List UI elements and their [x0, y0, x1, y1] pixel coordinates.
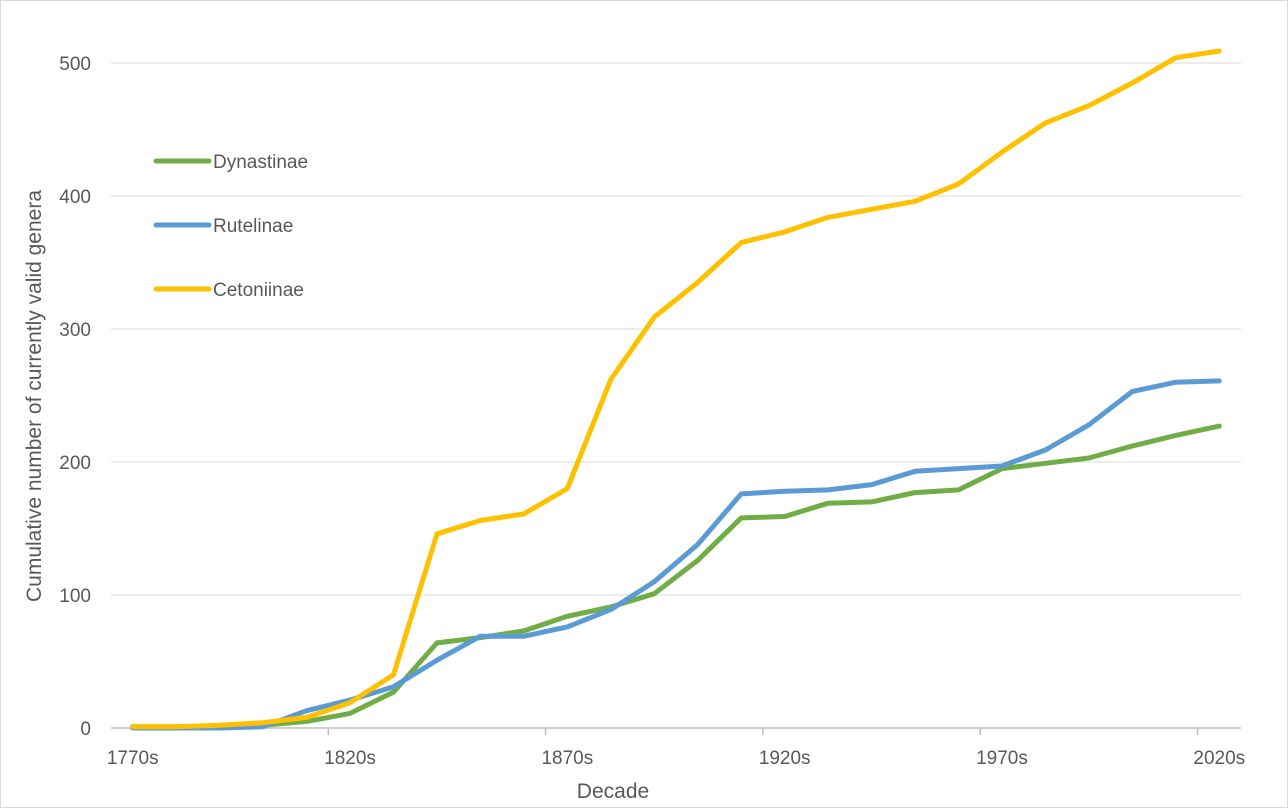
x-axis — [111, 727, 1241, 735]
x-tick-label: 1770s — [107, 748, 159, 769]
x-tick-label: 1970s — [976, 748, 1028, 769]
y-tick-label: 0 — [80, 719, 91, 740]
series-line-rutelinae — [130, 378, 1222, 731]
y-tick-label: 300 — [59, 320, 91, 341]
gridlines — [111, 62, 1241, 596]
y-axis-title: Cumulative number of currently valid gen… — [23, 190, 46, 602]
x-tick-label: 2020s — [1193, 748, 1245, 769]
x-tick-label: 1820s — [324, 748, 376, 769]
legend-label-dynastinae: Dynastinae — [213, 152, 308, 173]
legend-label-rutelinae: Rutelinae — [213, 216, 293, 237]
legend-label-cetoniinae: Cetoniinae — [213, 280, 304, 301]
y-tick-label: 400 — [59, 187, 91, 208]
x-tick-labels: 1770s 1820s 1870s 1920s 1970s 2020s — [107, 748, 1245, 769]
series-lines — [130, 48, 1222, 731]
legend: Dynastinae Rutelinae Cetoniinae — [153, 152, 308, 301]
x-axis-title: Decade — [577, 780, 649, 803]
y-tick-label: 100 — [59, 586, 91, 607]
y-tick-label: 200 — [59, 453, 91, 474]
series-line-dynastinae — [130, 423, 1222, 730]
x-tick-label: 1920s — [759, 748, 811, 769]
x-tick-label: 1870s — [541, 748, 593, 769]
series-line-cetoniinae — [130, 48, 1222, 730]
y-tick-label: 500 — [59, 54, 91, 75]
y-tick-labels: 0 100 200 300 400 500 — [59, 54, 91, 740]
